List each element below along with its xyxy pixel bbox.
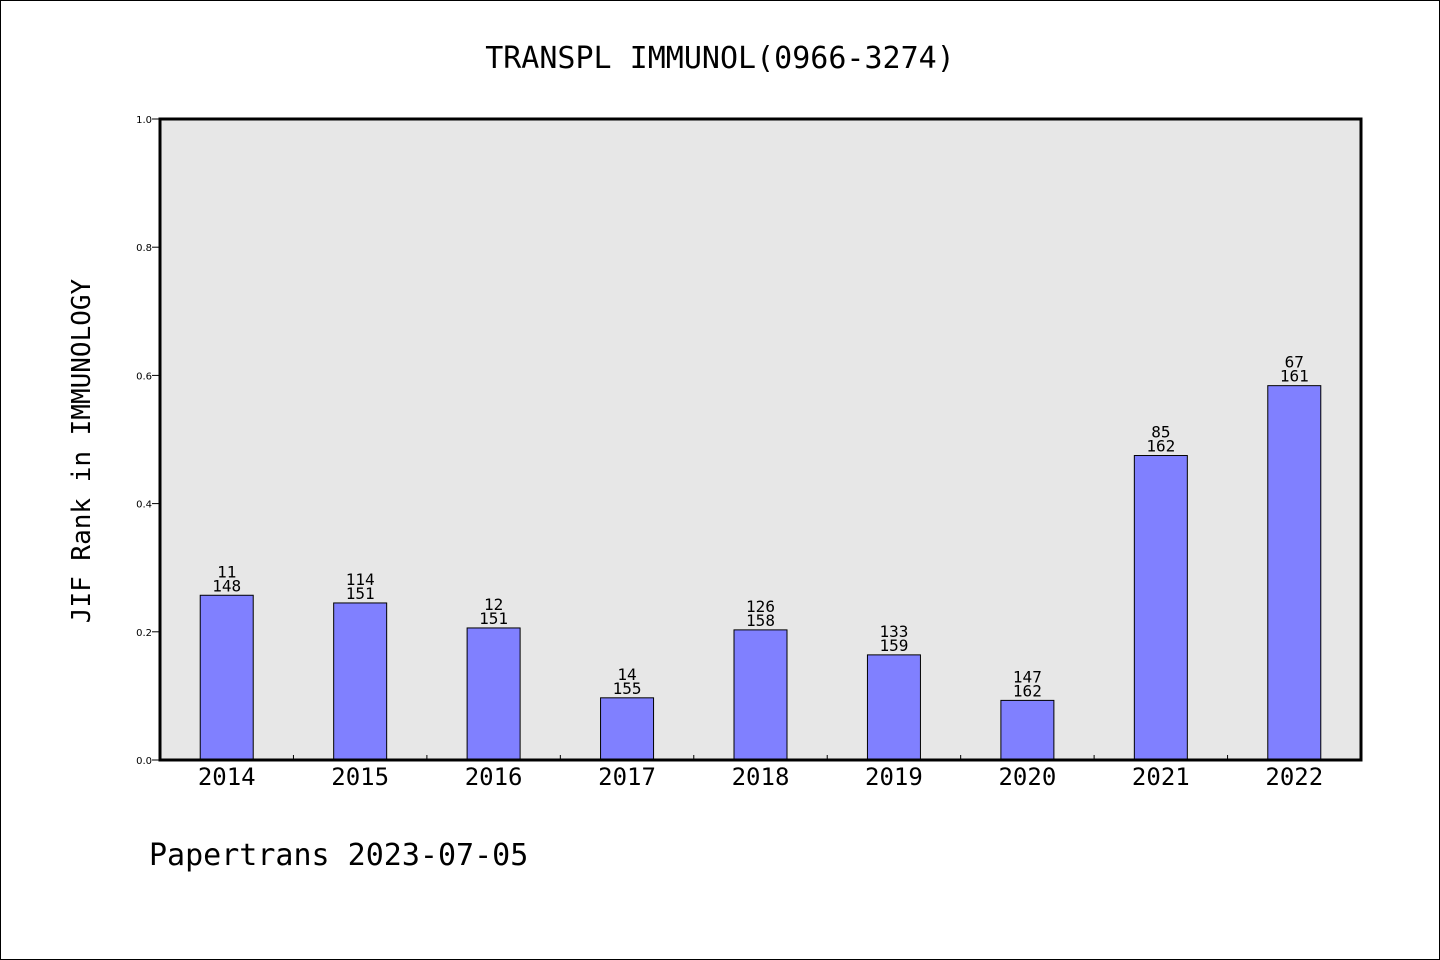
- chart-title: TRANSPL IMMUNOL(0966-3274): [485, 41, 955, 76]
- bar-2022: [1267, 385, 1322, 761]
- bar-rank-label: 133: [879, 622, 908, 641]
- x-tick-label: 2018: [732, 763, 790, 791]
- x-tick-label: 2022: [1265, 763, 1323, 791]
- bar-rank-label: 67: [1285, 353, 1304, 372]
- bar-2018: [733, 629, 788, 761]
- y-tick-label: 1.0: [136, 115, 152, 126]
- bar-rank-label: 12: [484, 595, 503, 614]
- bar-rank-label: 85: [1151, 423, 1170, 442]
- bar-total-label: 158: [746, 611, 775, 630]
- bar-total-label: 148: [212, 576, 241, 595]
- bar-2014: [199, 594, 254, 761]
- x-axis: 2014 2015 2016 2017 2018 2019 2020 2021 2022: [198, 755, 1323, 791]
- plot-border: [158, 117, 1363, 762]
- y-axis: 0.0 0.2 0.4 0.6 0.8 1.0: [136, 115, 160, 767]
- x-tick-label: 2016: [465, 763, 523, 791]
- x-tick-label: 2015: [331, 763, 389, 791]
- x-tick-label: 2019: [865, 763, 923, 791]
- bar-total-label: 159: [879, 636, 908, 655]
- bar-rank-label: 147: [1013, 667, 1042, 686]
- bar-rank-label: 14: [617, 665, 636, 684]
- y-tick-label: 0.0: [136, 756, 152, 767]
- bar-2021: [1133, 455, 1188, 761]
- y-tick-label: 0.2: [136, 628, 152, 639]
- bar-2016: [466, 627, 521, 761]
- bar-2015: [333, 602, 388, 761]
- bar-total-label: 162: [1146, 437, 1175, 456]
- x-tick-label: 2021: [1132, 763, 1190, 791]
- bar-total-label: 155: [613, 679, 642, 698]
- y-tick-label: 0.4: [136, 500, 152, 511]
- bar-2019: [866, 654, 921, 761]
- y-tick-label: 0.6: [136, 371, 152, 382]
- x-tick-label: 2020: [998, 763, 1056, 791]
- footer-text: Papertrans 2023-07-05: [149, 838, 528, 873]
- bar-rank-label: 114: [346, 570, 375, 589]
- bar-rank-label: 126: [746, 597, 775, 616]
- x-tick-label: 2017: [598, 763, 656, 791]
- y-tick-label: 0.8: [136, 243, 152, 254]
- bar-rank-label: 11: [217, 562, 236, 581]
- bar-series: [199, 385, 1322, 761]
- bar-total-label: 161: [1280, 367, 1309, 386]
- bar-total-label: 151: [346, 584, 375, 603]
- bar-total-label: 151: [479, 609, 508, 628]
- bar-2020: [1000, 699, 1055, 761]
- x-tick-label: 2014: [198, 763, 256, 791]
- bar-2017: [600, 697, 655, 761]
- bar-total-label: 162: [1013, 681, 1042, 700]
- y-axis-label: JIF Rank in IMMUNOLOGY: [67, 278, 97, 623]
